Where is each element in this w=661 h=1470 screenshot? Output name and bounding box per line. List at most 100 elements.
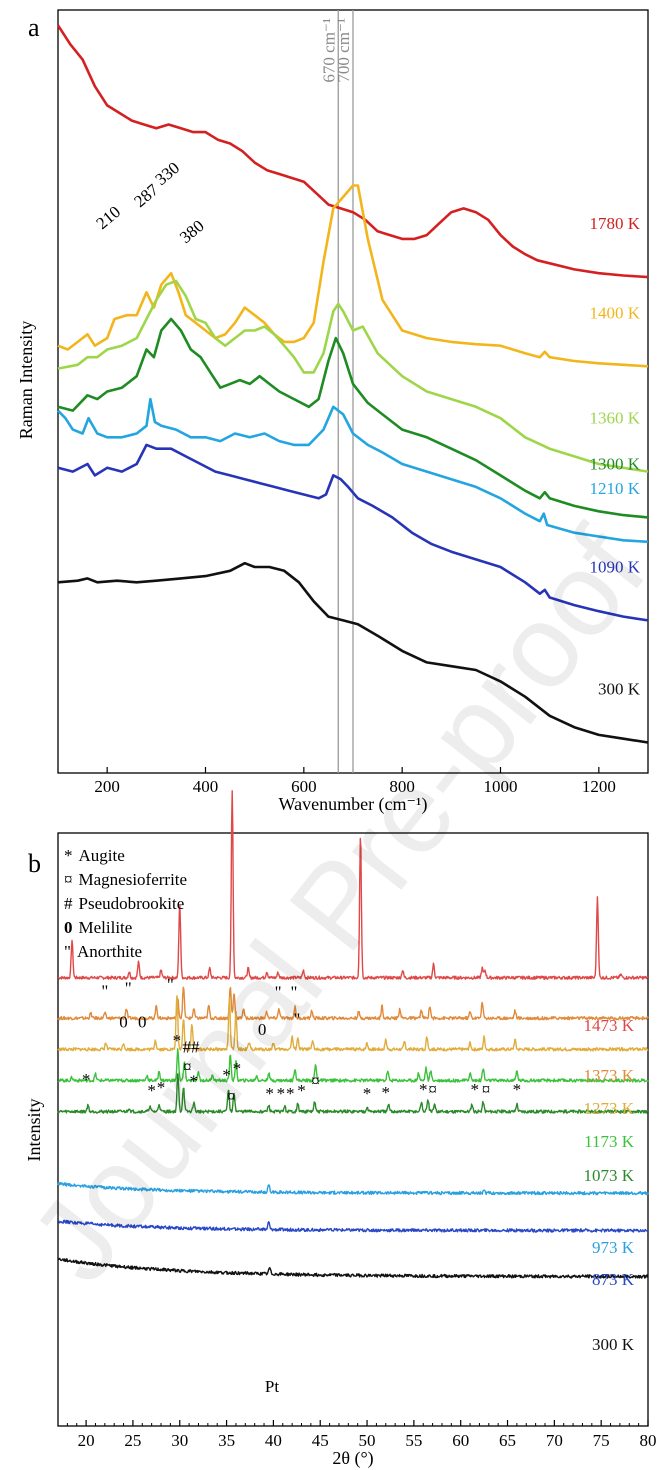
raman-series-label-4: 1210 K bbox=[589, 479, 640, 498]
phase-annotation-7: * bbox=[222, 1065, 231, 1084]
phase-annotation-1: * bbox=[147, 1081, 156, 1100]
peak-annotation-0: 210 bbox=[92, 202, 124, 233]
phase-annotation-22: 0 bbox=[119, 1013, 128, 1032]
legend-label-1: Magnesioferrite bbox=[79, 870, 188, 889]
xrd-series-label-0: 1473 K bbox=[583, 1016, 634, 1035]
phase-annotation-8: ¤ bbox=[227, 1087, 236, 1106]
legend-symbol-2: # bbox=[64, 894, 73, 913]
phase-annotation-30: " bbox=[293, 1009, 300, 1028]
phase-annotation-5: * bbox=[190, 1072, 199, 1091]
phase-annotation-18: ¤ bbox=[428, 1080, 437, 1099]
peak-annotation-2: 330 bbox=[151, 158, 183, 189]
panel-a-series-labels: 1780 K 1400 K 1360 K 1300 K 1210 K 1090 K 300 … bbox=[589, 214, 640, 698]
xrd-series-line-0 bbox=[57, 790, 649, 980]
phase-annotation-13: * bbox=[297, 1081, 306, 1100]
phase-annotation-14: ¤ bbox=[311, 1072, 320, 1091]
xrd-series-line-3 bbox=[57, 1048, 649, 1083]
xrd-series-label-6: 873 K bbox=[592, 1270, 635, 1289]
xrd-series-label-7: 300 K bbox=[592, 1335, 635, 1354]
phase-annotation-16: * bbox=[382, 1083, 391, 1102]
x-tick-label-a-3: 800 bbox=[389, 777, 415, 796]
legend-symbol-0: * bbox=[64, 846, 73, 865]
phase-annotation-21: * bbox=[513, 1080, 522, 1099]
panel-b-x-axis-label: 2θ (°) bbox=[332, 1448, 373, 1469]
panel-b-plot-frame bbox=[57, 832, 649, 1427]
raman-series-label-1: 1400 K bbox=[589, 303, 640, 322]
x-tick-label-a-4: 1000 bbox=[484, 777, 518, 796]
panel-a-y-axis-label: Raman Intensity bbox=[16, 321, 36, 439]
panel-a-series bbox=[56, 24, 649, 744]
panel-a-x-axis-label: Wavenumber (cm⁻¹) bbox=[279, 794, 428, 815]
xrd-series-label-2: 1273 K bbox=[583, 1099, 634, 1118]
x-tick-label-b-0: 20 bbox=[78, 1431, 95, 1450]
phase-annotation-11: * bbox=[277, 1084, 286, 1103]
peak-annotation-1: 287 bbox=[130, 180, 162, 211]
panel-b-pt-annotation: Pt bbox=[265, 1377, 279, 1396]
legend-symbol-4: " bbox=[64, 942, 71, 961]
raman-series-line-2 bbox=[57, 279, 649, 473]
xrd-series-label-3: 1173 K bbox=[584, 1132, 635, 1151]
raman-series-line-5 bbox=[57, 443, 649, 622]
phase-annotation-29: " bbox=[291, 983, 298, 1002]
raman-series-line-3 bbox=[57, 317, 649, 519]
panel-b-series-labels: 1473 K 1373 K 1273 K 1173 K 1073 K 973 K 873 K… bbox=[583, 1016, 634, 1354]
xrd-series-line-4 bbox=[57, 1073, 649, 1114]
phase-annotation-25: " bbox=[101, 981, 108, 1000]
x-tick-label-a-1: 400 bbox=[193, 777, 219, 796]
raman-series-label-0: 1780 K bbox=[589, 214, 640, 233]
phase-annotation-10: * bbox=[265, 1084, 274, 1103]
panel-a-label: a bbox=[28, 13, 40, 42]
xrd-series-label-1: 1373 K bbox=[583, 1066, 634, 1085]
x-tick-label-b-5: 45 bbox=[312, 1431, 329, 1450]
legend-item-0: * Augite bbox=[64, 846, 125, 865]
phase-annotation-26: " bbox=[125, 978, 132, 997]
x-tick-label-b-11: 75 bbox=[593, 1431, 610, 1450]
phase-annotation-6: ## bbox=[182, 1037, 200, 1056]
phase-annotation-27: " bbox=[167, 975, 174, 994]
phase-annotation-15: * bbox=[363, 1084, 372, 1103]
x-tick-label-b-9: 65 bbox=[499, 1431, 516, 1450]
phase-annotation-3: * bbox=[173, 1031, 182, 1050]
raman-series-line-4 bbox=[57, 397, 649, 544]
legend-item-4: " Anorthite bbox=[64, 942, 142, 961]
x-tick-label-a-0: 200 bbox=[94, 777, 120, 796]
x-tick-label-b-3: 35 bbox=[218, 1431, 235, 1450]
phase-annotation-23: 0 bbox=[138, 1013, 147, 1032]
phase-annotation-20: ¤ bbox=[482, 1080, 491, 1099]
panel-b-series bbox=[57, 790, 649, 1279]
xrd-series-label-5: 973 K bbox=[592, 1238, 635, 1257]
xrd-series-label-4: 1073 K bbox=[583, 1166, 634, 1185]
raman-series-label-5: 1090 K bbox=[589, 557, 640, 576]
panel-b-y-axis-label: Intensity bbox=[24, 1099, 44, 1162]
phase-annotation-17: * bbox=[419, 1080, 428, 1099]
x-tick-label-b-1: 25 bbox=[124, 1431, 141, 1450]
x-tick-label-b-10: 70 bbox=[546, 1431, 563, 1450]
xrd-series-line-5 bbox=[57, 1181, 649, 1196]
peak-annotation-3: 380 bbox=[176, 216, 208, 247]
raman-series-label-2: 1360 K bbox=[589, 409, 640, 428]
phase-annotation-9: * bbox=[233, 1059, 242, 1078]
x-tick-label-b-6: 50 bbox=[359, 1431, 376, 1450]
xrd-series-line-2 bbox=[57, 995, 649, 1052]
x-tick-label-b-2: 30 bbox=[171, 1431, 188, 1450]
reference-line-label-0: 670 cm⁻¹ bbox=[319, 18, 338, 83]
legend-item-1: ¤ Magnesioferrite bbox=[64, 870, 187, 889]
legend-label-3: Melilite bbox=[79, 918, 133, 937]
x-tick-label-b-12: 80 bbox=[640, 1431, 657, 1450]
raman-series-line-6 bbox=[57, 561, 649, 744]
x-tick-label-b-7: 55 bbox=[405, 1431, 422, 1450]
legend-symbol-1: ¤ bbox=[64, 870, 73, 889]
phase-annotation-19: * bbox=[470, 1080, 479, 1099]
reference-line-label-1: 700 cm⁻¹ bbox=[334, 18, 353, 83]
legend-label-4: Anorthite bbox=[77, 942, 142, 961]
legend-item-3: 0 Melilite bbox=[64, 918, 132, 937]
legend-label-0: Augite bbox=[79, 846, 125, 865]
xrd-series-line-7 bbox=[57, 1257, 649, 1279]
panel-b-legend: * Augite ¤ Magnesioferrite # Pseudobrookite 0 M… bbox=[64, 846, 187, 961]
panel-b-x-ticks: 20 25 30 35 40 45 50 55 60 65 70 75 80 bbox=[66, 1420, 657, 1450]
panel-a-x-ticks: 200 400 600 800 1000 1200 bbox=[94, 767, 616, 796]
